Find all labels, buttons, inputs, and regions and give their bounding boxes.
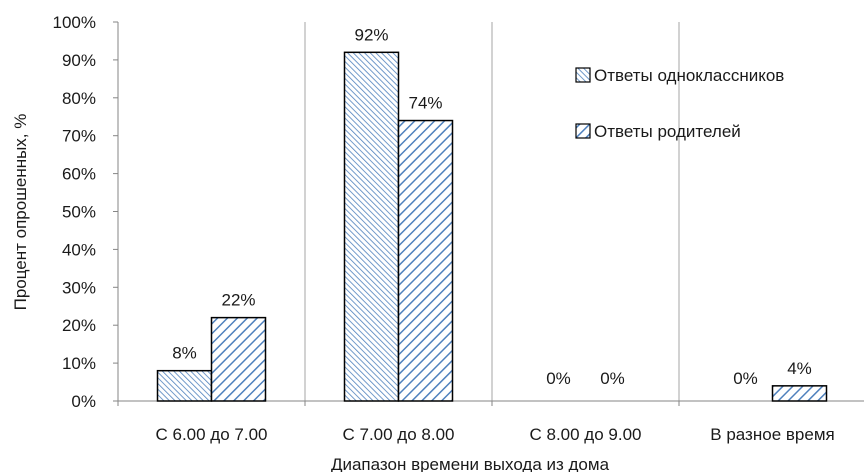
y-tick-label: 70% [62,127,96,146]
legend-swatch-series-1 [575,67,591,83]
y-tick-label: 90% [62,51,96,70]
legend-swatch-series-2 [575,123,591,139]
data-label: 92% [354,25,388,44]
legend-label-series-2: Ответы родителей [594,122,741,141]
data-label: 0% [600,369,625,388]
y-tick-label: 0% [71,392,96,411]
data-label: 0% [733,369,758,388]
x-axis-title: Диапазон времени выхода из дома [331,455,610,472]
y-tick-label: 40% [62,240,96,259]
x-category-label: С 7.00 до 8.00 [343,425,455,444]
data-label: 74% [408,94,442,113]
y-axis-title: Процент опрошенных, % [11,114,30,311]
y-tick-label: 30% [62,278,96,297]
bar-series-2 [397,119,454,402]
x-category-label: С 8.00 до 9.00 [530,425,642,444]
data-label: 22% [221,291,255,310]
bar-series-1 [156,369,213,402]
y-tick-label: 50% [62,203,96,222]
bar-series-2 [771,385,828,402]
bar-series-2 [210,316,267,402]
y-tick-label: 80% [62,89,96,108]
legend-label-series-1: Ответы одноклассников [594,66,784,85]
y-tick-label: 60% [62,165,96,184]
y-tick-label: 10% [62,354,96,373]
y-tick-label: 100% [53,13,96,32]
data-label: 4% [787,359,812,378]
data-label: 8% [172,344,197,363]
x-category-label: С 6.00 до 7.00 [156,425,268,444]
bar-series-1 [343,51,400,402]
y-tick-label: 20% [62,316,96,335]
data-label: 0% [546,369,571,388]
x-category-label: В разное время [710,425,834,444]
